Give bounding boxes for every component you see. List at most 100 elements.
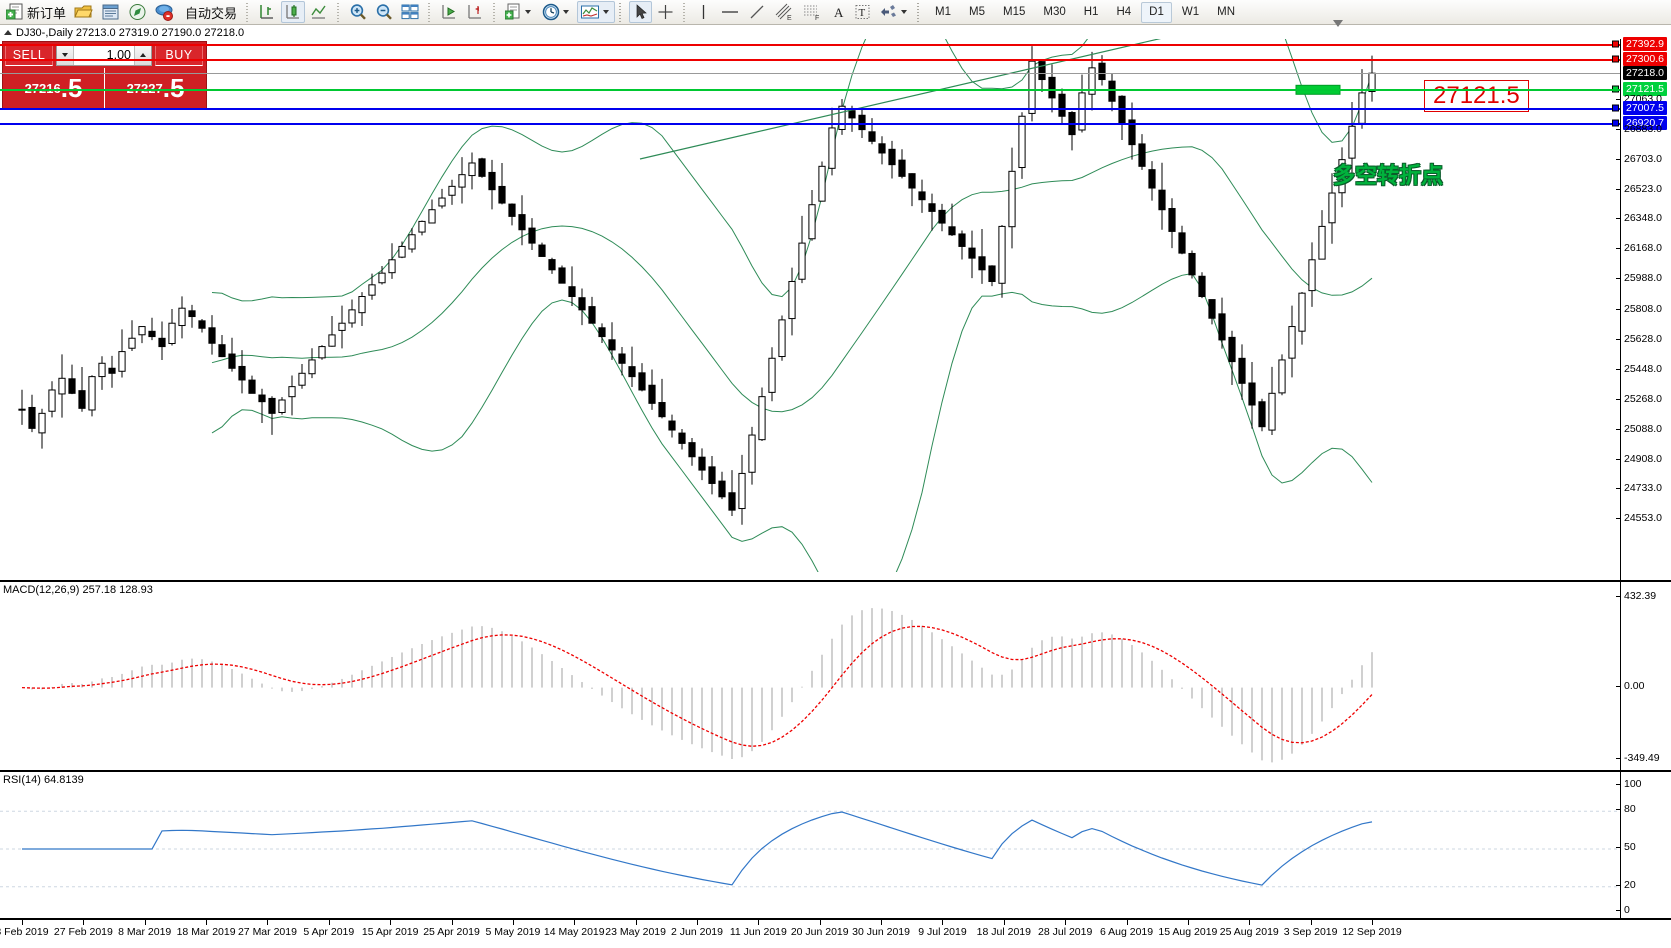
price-level-badge[interactable]: 27392.9	[1623, 37, 1667, 51]
period-dropdown-caret[interactable]	[563, 10, 570, 14]
date-axis[interactable]: 8 Feb 2019 27 Feb 2019 8 Mar 2019 18 Mar 20…	[0, 918, 1671, 948]
auto-scroll-button[interactable]	[437, 1, 461, 23]
navigator-button[interactable]	[125, 1, 150, 23]
tile-windows-button[interactable]	[398, 1, 422, 23]
data-window-button[interactable]	[98, 1, 123, 23]
candlestick	[1138, 134, 1146, 170]
buy-price[interactable]: 27227 .5	[105, 68, 206, 108]
volume-input[interactable]: 1.00	[106, 48, 131, 62]
arrows-icon	[881, 5, 897, 17]
collapse-triangle-icon[interactable]	[4, 30, 12, 35]
trendline-button[interactable]	[745, 1, 769, 23]
terminal-button[interactable]	[152, 1, 177, 23]
timeframe-button-d1[interactable]: D1	[1141, 1, 1172, 23]
indicators-dropdown-caret[interactable]	[525, 10, 532, 14]
indicators-button[interactable]	[502, 1, 537, 23]
timeframe-button-m1[interactable]: M1	[935, 5, 952, 18]
volume-decrease-button[interactable]	[57, 45, 74, 65]
price-level-line[interactable]	[0, 89, 1620, 92]
candlestick-chart-button[interactable]	[281, 1, 306, 23]
arrows-button[interactable]	[876, 1, 913, 23]
sell-price[interactable]: 27216 .5	[3, 68, 105, 108]
timeframe-button-h4[interactable]: H4	[1116, 5, 1132, 18]
price-level-handle[interactable]	[1612, 119, 1619, 127]
price-level-badge[interactable]: 26920.7	[1623, 115, 1667, 130]
line-chart-button[interactable]	[307, 1, 331, 23]
auto-trading-label: 自动交易	[185, 5, 238, 21]
price-level-badge[interactable]: 27007.5	[1623, 101, 1667, 116]
trendline[interactable]	[639, 39, 1180, 160]
candlestick	[758, 387, 766, 441]
timeframe-button-m30[interactable]: M30	[1043, 5, 1066, 18]
arrows-dropdown-caret[interactable]	[901, 10, 908, 14]
fibonacci-button[interactable]: F	[799, 1, 825, 23]
candlestick	[298, 363, 306, 389]
horizontal-line-button[interactable]	[717, 1, 743, 23]
candlestick	[868, 118, 876, 145]
chinese-annotation-text[interactable]: 多空转折点	[1333, 163, 1444, 188]
volume-increase-button[interactable]	[134, 45, 151, 65]
price-level-line[interactable]	[0, 122, 1620, 125]
period-button[interactable]	[539, 1, 575, 23]
candlestick	[1248, 361, 1256, 429]
timeframe-button-m5[interactable]: M5	[969, 5, 985, 18]
price-level-handle[interactable]	[1612, 40, 1619, 48]
new-order-icon	[6, 3, 23, 20]
bar-chart-button[interactable]	[255, 1, 279, 23]
date-axis-tick	[697, 920, 698, 925]
templates-dropdown-caret[interactable]	[603, 10, 610, 14]
auto-trading-button[interactable]: 自动交易	[179, 1, 240, 23]
date-axis-tick	[1003, 920, 1005, 925]
toolbar-grip-2[interactable]	[916, 2, 923, 22]
macd-canvas[interactable]	[0, 582, 1620, 770]
templates-button[interactable]	[577, 1, 616, 23]
equidistant-channel-button[interactable]: E	[771, 1, 797, 23]
timeframe-button-w1[interactable]: W1	[1181, 5, 1200, 18]
zoom-in-button[interactable]	[346, 1, 370, 23]
text-tool-button[interactable]: A	[827, 1, 849, 23]
sell-button[interactable]: SELL	[5, 44, 53, 66]
chart-scroll-marker-icon[interactable]	[1333, 20, 1343, 27]
price-chart-canvas[interactable]	[0, 39, 1620, 572]
new-order-button[interactable]: 新订单	[1, 1, 69, 23]
candlestick	[458, 157, 466, 204]
chart-shift-button[interactable]	[463, 1, 487, 23]
rsi-indicator-pane[interactable]: RSI(14) 64.8139	[0, 770, 1671, 918]
candlestick	[278, 397, 286, 415]
price-axis-label: 25448.0	[1624, 362, 1662, 375]
cursor-tool-button[interactable]	[629, 1, 653, 23]
date-axis-label: 14 May 2019	[543, 926, 605, 938]
candlestick	[228, 337, 236, 372]
vertical-line-button[interactable]	[692, 1, 715, 23]
candlestick	[508, 203, 516, 226]
candlestick	[158, 321, 166, 361]
price-level-handle[interactable]	[1612, 104, 1619, 112]
price-level-line[interactable]	[0, 59, 1620, 62]
price-callout-box[interactable]: 27121.5	[1424, 80, 1529, 112]
market-watch-button[interactable]	[71, 1, 96, 23]
chevron-up-icon	[140, 53, 146, 57]
bollinger-band-upper	[211, 39, 1373, 302]
buy-button[interactable]: BUY	[155, 44, 203, 66]
one-click-trading-panel[interactable]: SELL 1.00 BUY 27216 .5 27227 .5	[2, 41, 207, 109]
rsi-canvas[interactable]	[0, 772, 1620, 918]
price-level-line[interactable]	[0, 108, 1620, 111]
toolbar-grip[interactable]	[618, 2, 625, 22]
timeframe-button-h1[interactable]: H1	[1083, 5, 1099, 18]
price-level-badge[interactable]: 27121.5	[1623, 82, 1667, 97]
candlestick	[1308, 242, 1316, 307]
price-level-line[interactable]	[0, 44, 1620, 46]
price-level-badge[interactable]: 27300.6	[1623, 52, 1667, 67]
macd-indicator-pane[interactable]: MACD(12,26,9) 257.18 128.93	[0, 580, 1671, 770]
price-level-handle[interactable]	[1612, 55, 1619, 63]
text-label-button[interactable]: T	[851, 1, 874, 23]
timeframe-button-m15[interactable]: M15	[1003, 5, 1026, 18]
crosshair-tool-button[interactable]	[654, 1, 677, 23]
data-window-icon	[102, 4, 119, 20]
price-chart-pane[interactable]	[0, 39, 1671, 572]
zoom-out-button[interactable]	[372, 1, 396, 23]
timeframe-button-mn[interactable]: MN	[1217, 5, 1235, 18]
price-level-badge[interactable]: 27218.0	[1623, 66, 1667, 81]
price-level-line[interactable]	[0, 73, 1620, 75]
volume-input-wrapper[interactable]: 1.00	[56, 44, 152, 66]
